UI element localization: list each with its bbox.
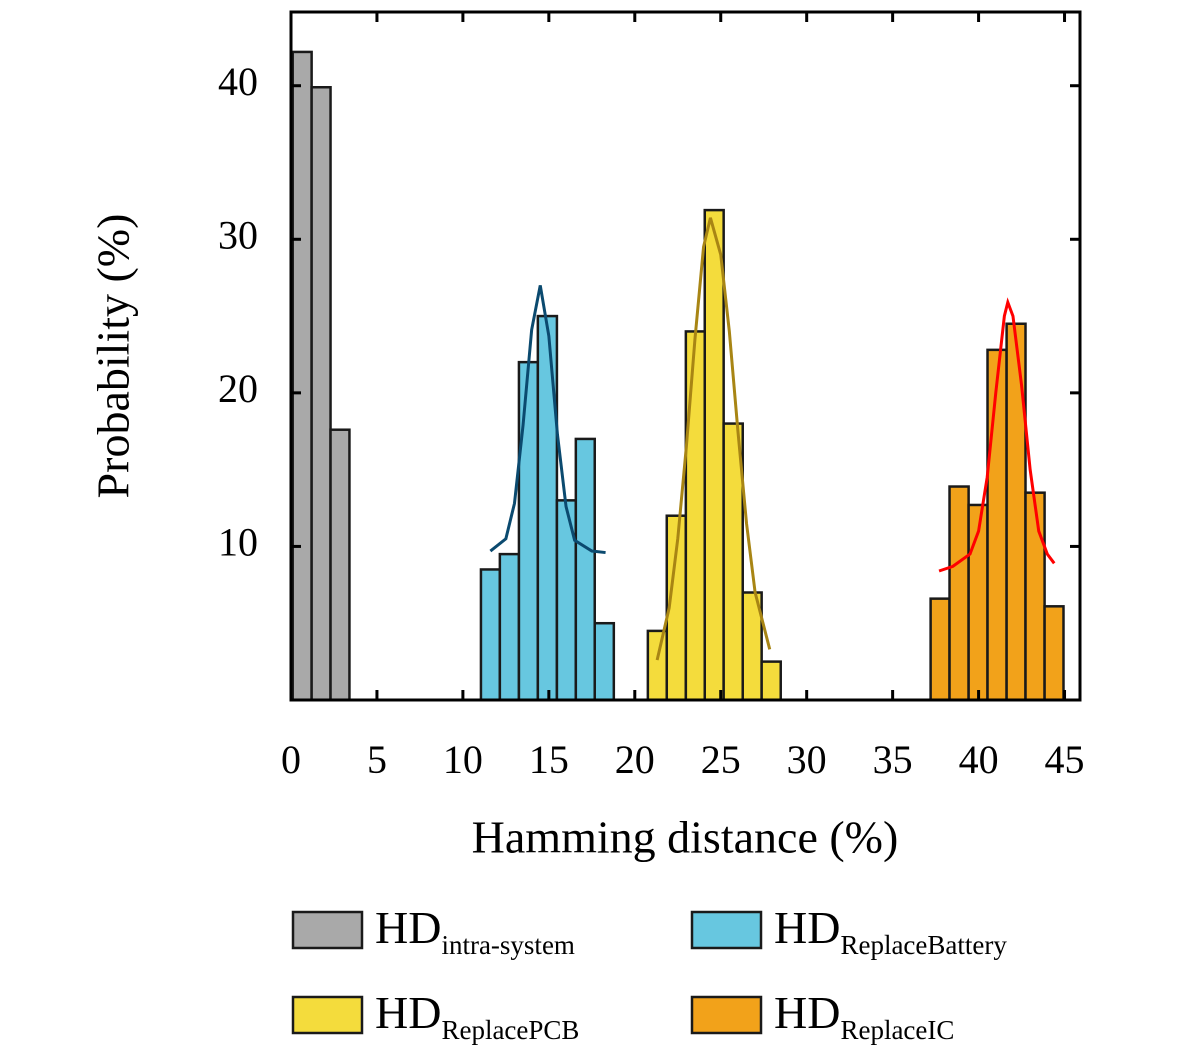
y-tick-label: 40 — [218, 59, 258, 104]
fit-curve — [655, 217, 772, 661]
bar — [291, 50, 313, 702]
x-tick-label: 10 — [443, 737, 483, 782]
bar — [948, 485, 970, 702]
x-tick-label: 15 — [529, 737, 569, 782]
x-tick-label: 5 — [367, 737, 387, 782]
fit-curve — [938, 297, 1056, 573]
legend-swatch — [690, 910, 763, 950]
bar — [536, 314, 559, 702]
bar — [479, 568, 502, 702]
fit-curve — [489, 285, 606, 555]
y-tick-label: 20 — [218, 366, 258, 411]
bar — [517, 360, 540, 702]
bar — [760, 660, 782, 702]
bar — [593, 621, 616, 702]
bar — [703, 208, 725, 702]
legend-label: HDReplaceIC — [774, 987, 954, 1046]
legend-label: HDReplaceBattery — [774, 902, 1007, 961]
x-axis-label: Hamming distance (%) — [472, 812, 899, 863]
bar — [574, 437, 596, 702]
legend-subscript: ReplaceBattery — [840, 930, 1007, 960]
legend-name: HD — [774, 902, 840, 953]
bar — [684, 330, 707, 702]
bar — [498, 552, 521, 702]
legend-swatch — [291, 910, 364, 950]
x-tick-label: 40 — [959, 737, 999, 782]
bar — [1043, 605, 1065, 702]
x-tick-label: 20 — [615, 737, 655, 782]
legend-subscript: ReplaceIC — [840, 1015, 954, 1045]
bar — [329, 428, 351, 702]
legend-name: HD — [375, 902, 441, 953]
legend-name: HD — [375, 987, 441, 1038]
legend-subscript: intra-system — [441, 930, 574, 960]
x-tick-label: 25 — [701, 737, 741, 782]
legend-label: HDReplacePCB — [375, 987, 579, 1046]
legend-label: HDintra-system — [375, 902, 575, 961]
bar — [646, 629, 669, 702]
bar — [986, 348, 1008, 702]
legend-swatch — [690, 995, 763, 1035]
legend-swatch — [291, 995, 364, 1035]
bar — [1024, 491, 1046, 702]
legend-subscript: ReplacePCB — [441, 1015, 579, 1045]
bar — [310, 86, 332, 702]
x-tick-label: 0 — [281, 737, 301, 782]
bar — [929, 597, 951, 702]
legend-name: HD — [774, 987, 840, 1038]
y-tick-label: 10 — [218, 520, 258, 565]
plot-frame — [289, 10, 1082, 702]
x-tick-label: 35 — [873, 737, 913, 782]
x-tick-label: 45 — [1045, 737, 1085, 782]
bar — [1005, 322, 1027, 702]
y-axis-label: Probability (%) — [88, 214, 139, 499]
x-tick-label: 30 — [787, 737, 827, 782]
y-tick-label: 30 — [218, 212, 258, 257]
